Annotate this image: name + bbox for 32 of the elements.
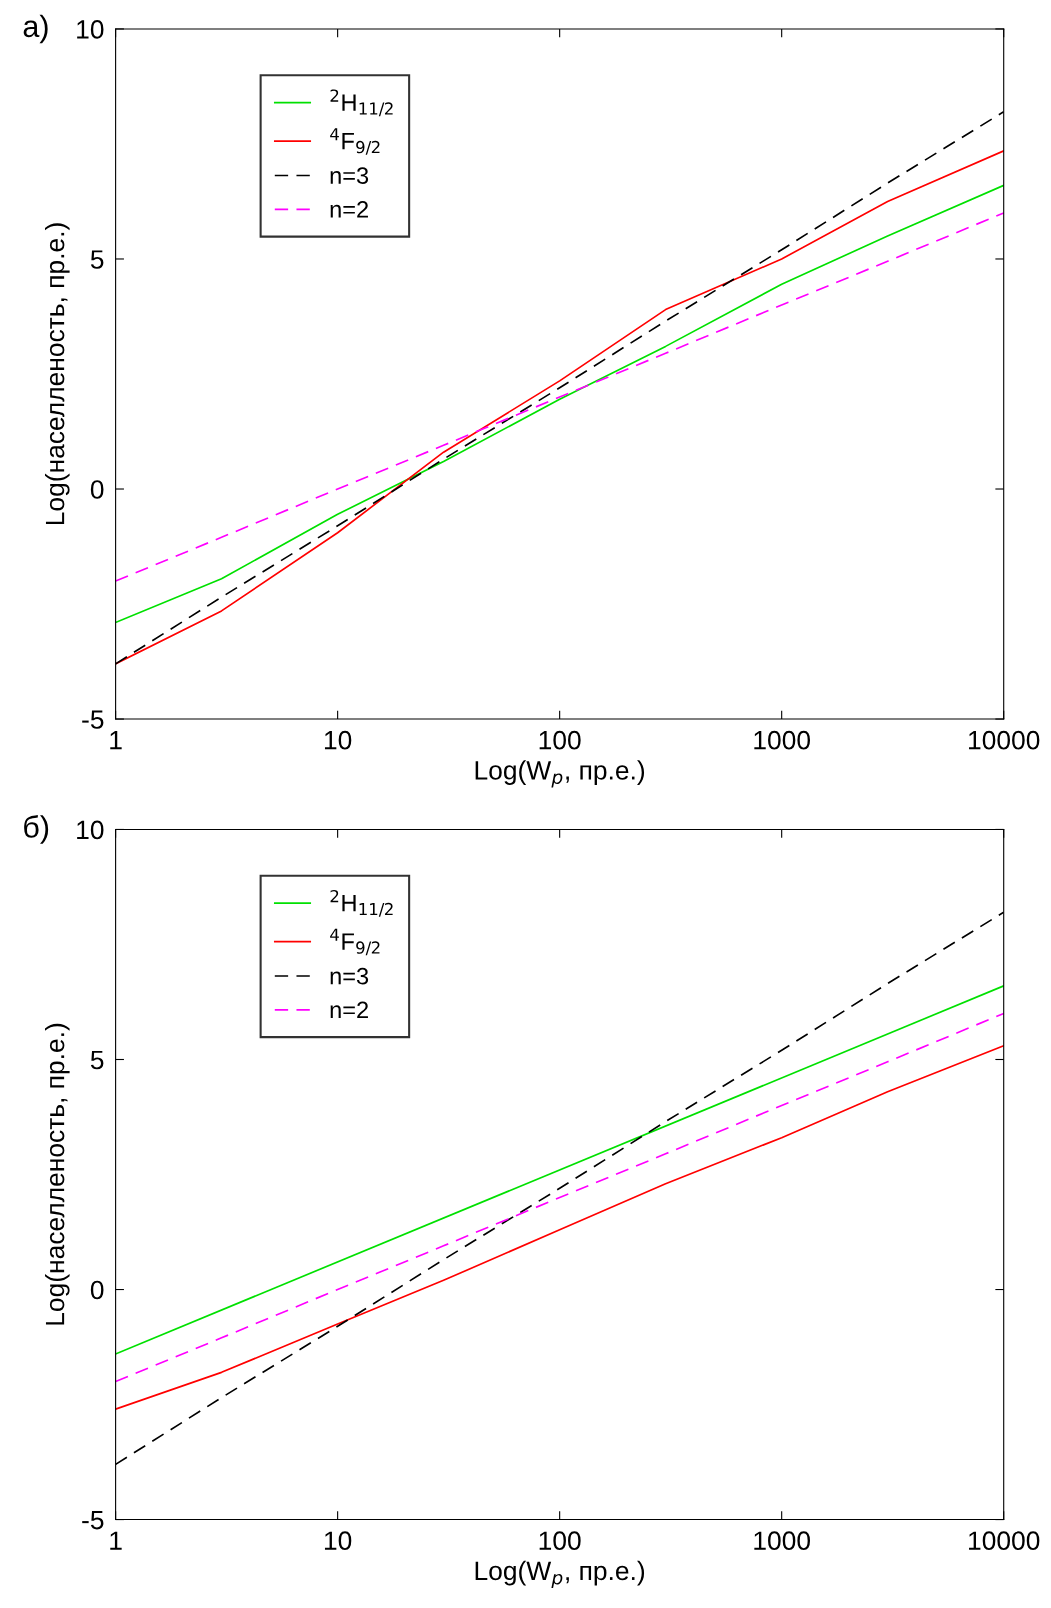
x-tick-label: 100 xyxy=(539,730,581,750)
x-axis-title: Log(W$_{p}$, пр.е.) xyxy=(475,760,645,788)
legend-label: $^{2}$H$_{11/2}$ xyxy=(330,889,393,917)
chart-title: а) xyxy=(23,14,48,44)
x-tick-label: 10 xyxy=(324,1531,352,1551)
y-axis-title: Log(населленость, пр.е.) xyxy=(44,223,70,525)
y-tick-label: 10 xyxy=(77,820,104,840)
y-tick-label: 0 xyxy=(90,1280,104,1300)
legend-label: $^{2}$H$_{11/2}$ xyxy=(330,89,393,117)
x-tick-label: 1000 xyxy=(754,1531,810,1551)
x-axis-title: Log(W$_{p}$, пр.е.) xyxy=(475,1560,645,1589)
legend-label: n=3 xyxy=(330,967,369,985)
x-tick-label: 1 xyxy=(110,1531,122,1550)
y-tick-label: 5 xyxy=(90,1050,104,1070)
legend-label: n=2 xyxy=(330,1001,368,1019)
legend-label: n=3 xyxy=(330,167,369,184)
y-tick-label: 0 xyxy=(90,480,104,499)
legend-label: $^{4}$F$_{9/2}$ xyxy=(330,928,380,956)
x-tick-label: 100 xyxy=(539,1531,581,1551)
y-tick-label: 5 xyxy=(90,250,104,269)
y-tick-label: -5 xyxy=(82,1510,104,1530)
legend-label: $^{4}$F$_{9/2}$ xyxy=(330,128,380,155)
legend-label: n=2 xyxy=(330,201,368,218)
y-tick-label: 10 xyxy=(77,20,104,39)
y-tick-label: -5 xyxy=(82,710,104,729)
x-tick-label: 10 xyxy=(324,730,352,750)
x-tick-label: 1000 xyxy=(754,730,810,750)
x-tick-label: 1 xyxy=(110,731,122,750)
y-axis-title: Log(населленость, пр.е.) xyxy=(44,1023,70,1325)
chart-title: б) xyxy=(24,815,49,844)
x-tick-label: 10000 xyxy=(969,1531,1040,1551)
x-tick-label: 10000 xyxy=(969,730,1040,750)
